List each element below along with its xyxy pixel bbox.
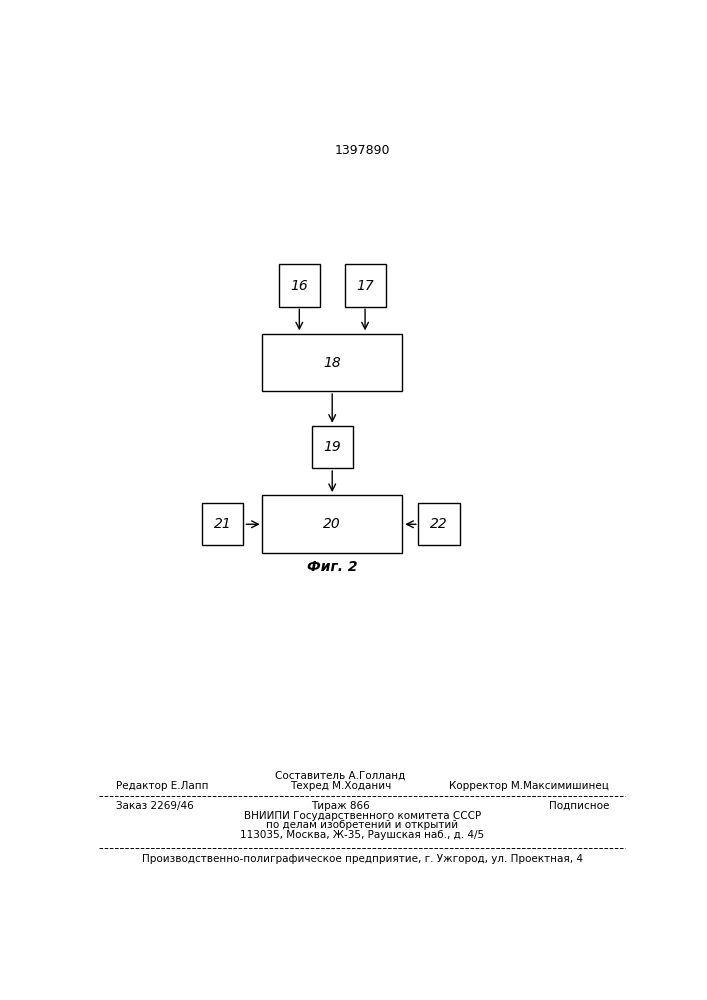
- Text: 16: 16: [291, 279, 308, 293]
- Text: 20: 20: [323, 517, 341, 531]
- Text: 19: 19: [323, 440, 341, 454]
- Bar: [344, 264, 385, 307]
- Bar: [419, 503, 460, 545]
- Text: Подписное: Подписное: [549, 801, 609, 811]
- Text: Редактор Е.Лапп: Редактор Е.Лапп: [116, 781, 209, 791]
- Text: 17: 17: [356, 279, 374, 293]
- Text: 22: 22: [430, 517, 448, 531]
- Text: 18: 18: [323, 356, 341, 370]
- Text: Фиг. 2: Фиг. 2: [307, 560, 358, 574]
- Text: Корректор М.Максимишинец: Корректор М.Максимишинец: [449, 781, 609, 791]
- Bar: [262, 334, 402, 391]
- Bar: [262, 495, 402, 553]
- Text: Тираж 866: Тираж 866: [311, 801, 370, 811]
- Text: Техред М.Ходанич: Техред М.Ходанич: [290, 781, 391, 791]
- Text: 1397890: 1397890: [334, 144, 390, 157]
- Text: Заказ 2269/46: Заказ 2269/46: [116, 801, 194, 811]
- Text: 113035, Москва, Ж-35, Раушская наб., д. 4/5: 113035, Москва, Ж-35, Раушская наб., д. …: [240, 830, 484, 840]
- Text: ВНИИПИ Государственного комитета СССР: ВНИИПИ Государственного комитета СССР: [244, 811, 481, 821]
- Text: Производственно-полиграфическое предприятие, г. Ужгород, ул. Проектная, 4: Производственно-полиграфическое предприя…: [142, 854, 583, 864]
- Bar: [279, 264, 320, 307]
- Text: Составитель А.Голланд: Составитель А.Голланд: [275, 771, 406, 781]
- Bar: [202, 503, 243, 545]
- Bar: [312, 426, 353, 468]
- Text: по делам изобретений и открытий: по делам изобретений и открытий: [267, 820, 458, 830]
- Text: 21: 21: [214, 517, 231, 531]
